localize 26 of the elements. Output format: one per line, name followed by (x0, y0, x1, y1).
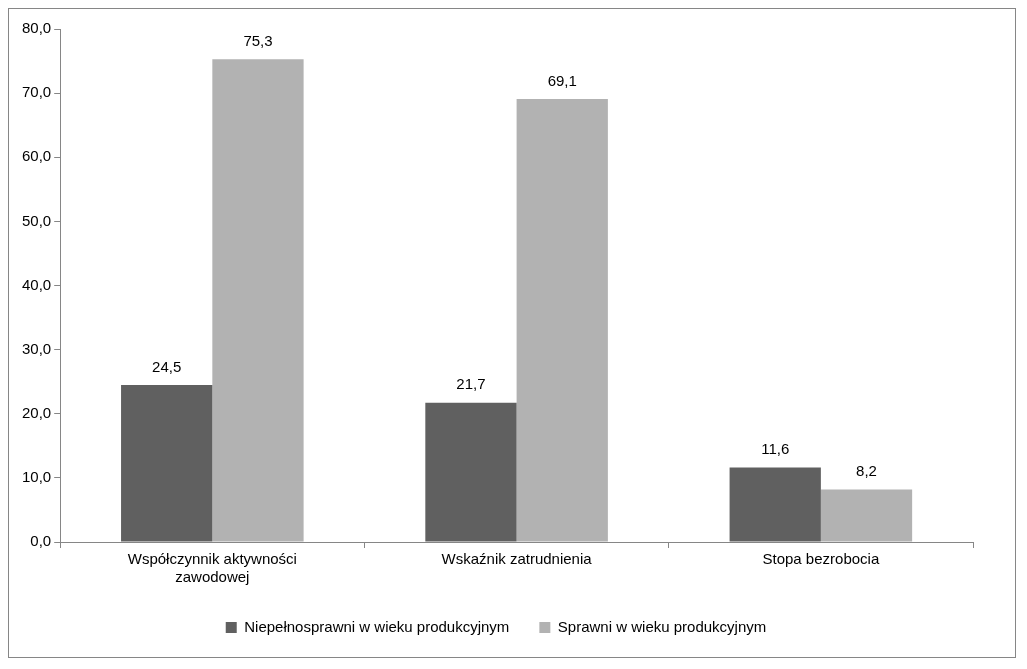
bar (425, 402, 517, 542)
x-tick-label: Stopa bezrobocia (762, 550, 880, 568)
bar (212, 59, 304, 542)
data-label: 21,7 (456, 375, 486, 393)
y-tick-label: 0,0 (30, 532, 52, 550)
legend-label: Niepełnosprawni w wieku produkcyjnym (244, 617, 510, 635)
y-tick-label: 30,0 (21, 339, 52, 357)
bar (516, 98, 608, 542)
bar (121, 384, 213, 542)
data-label: 8,2 (856, 462, 877, 480)
bar (729, 467, 821, 542)
x-tick-label: Wskaźnik zatrudnienia (441, 550, 593, 568)
y-tick-label: 20,0 (21, 403, 52, 421)
x-tick-label: Współczynnik aktywności zawodowej (127, 550, 297, 586)
y-tick-label: 80,0 (21, 19, 52, 37)
bar (820, 489, 913, 542)
data-label: 69,1 (547, 71, 577, 89)
data-label: 11,6 (761, 440, 790, 458)
data-label: 75,3 (243, 31, 273, 49)
legend-label: Sprawni w wieku produkcyjnym (557, 617, 767, 635)
y-tick-label: 10,0 (21, 468, 52, 486)
y-tick-label: 50,0 (21, 211, 52, 229)
data-label: 24,5 (152, 357, 182, 375)
y-tick-label: 40,0 (21, 275, 52, 293)
y-tick-label: 60,0 (21, 147, 52, 165)
y-tick-label: 70,0 (21, 83, 52, 101)
